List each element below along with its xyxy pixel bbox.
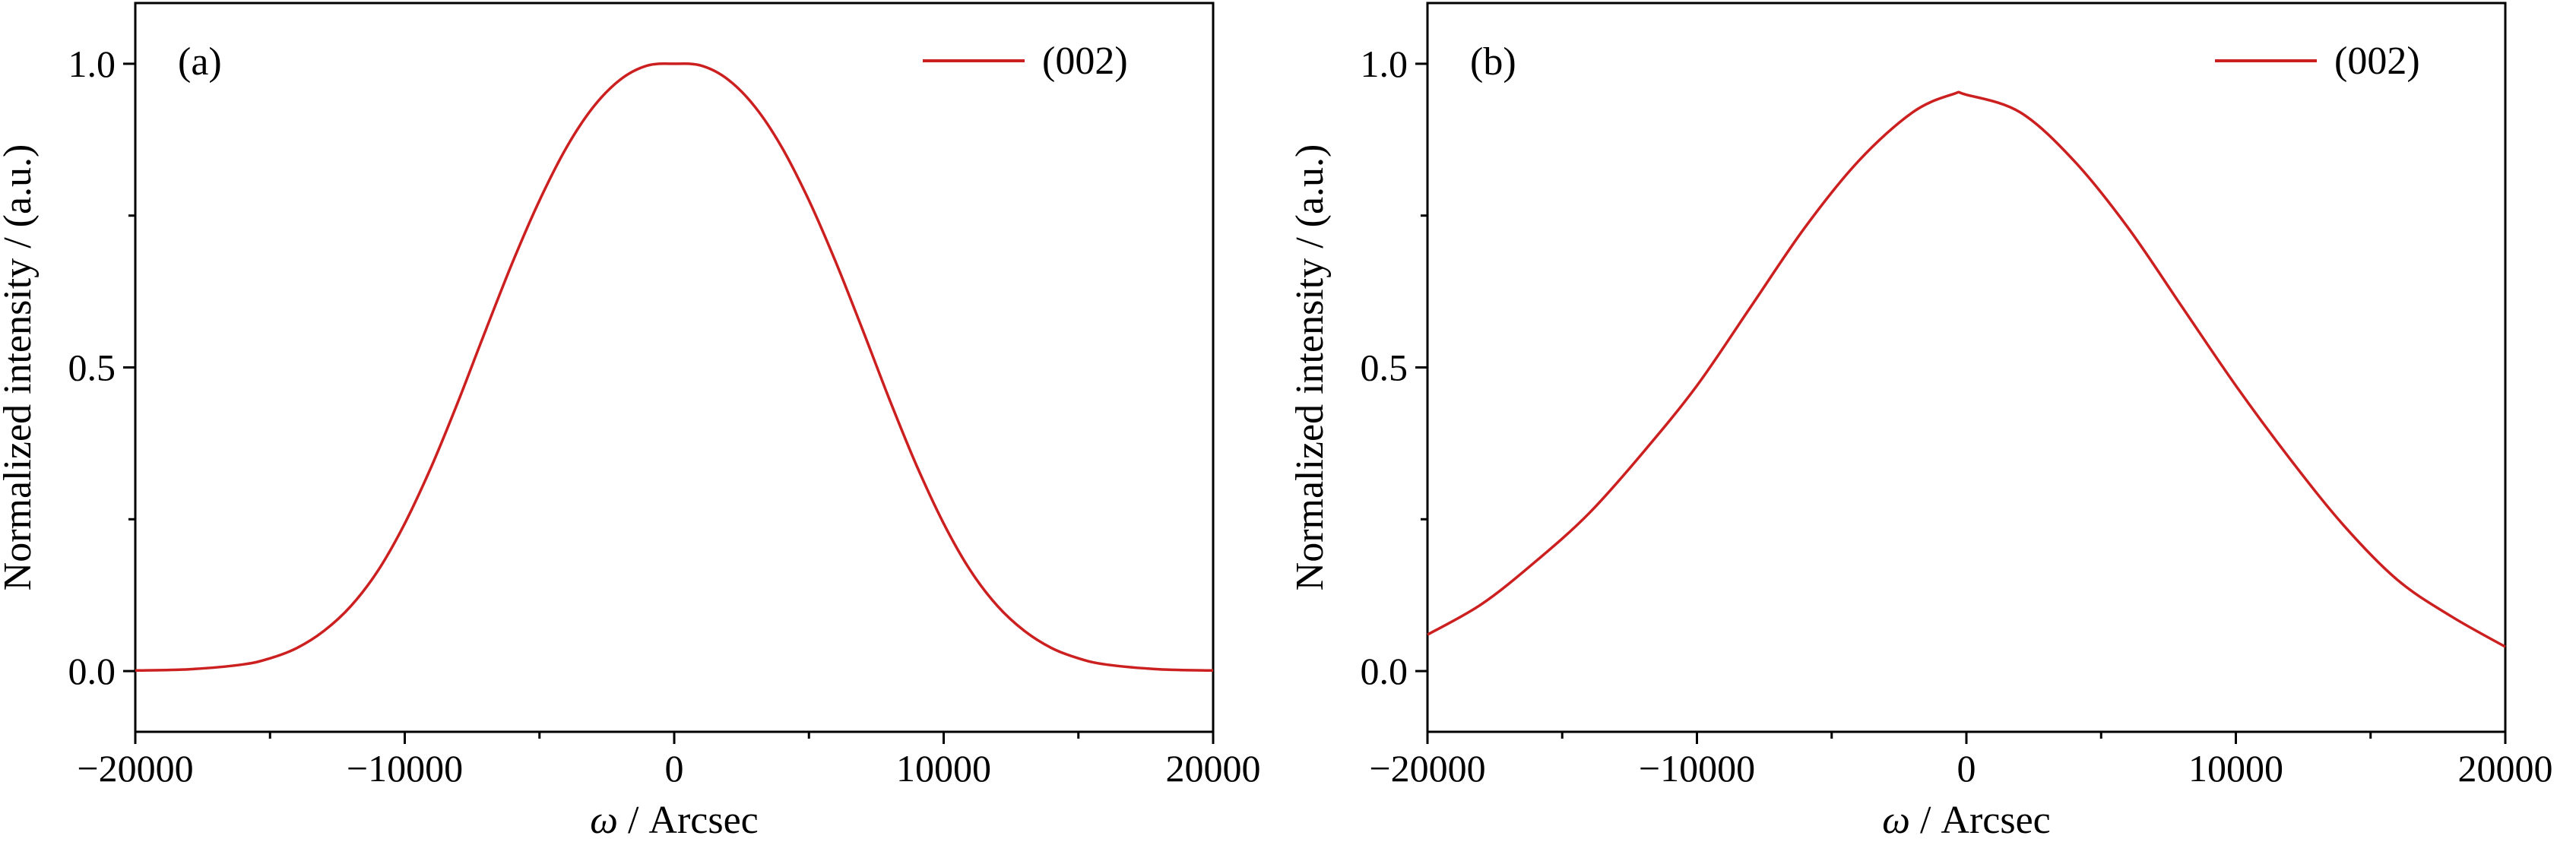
y-tick-label: 0.5 bbox=[1361, 347, 1408, 389]
x-tick-label: 0 bbox=[665, 747, 684, 790]
x-tick-label: −20000 bbox=[77, 747, 193, 790]
legend-label-002: (002) bbox=[2334, 40, 2420, 83]
series-line-002 bbox=[1427, 90, 2506, 648]
x-axis-title-unit: / Arcsec bbox=[618, 799, 759, 842]
legend-label-002: (002) bbox=[1042, 40, 1128, 83]
y-tick-label: 0.0 bbox=[1361, 650, 1408, 692]
y-tick-label: 1.0 bbox=[1361, 43, 1408, 85]
x-tick-label: 0 bbox=[1957, 747, 1976, 790]
chart-panel-b: −20000 −10000 0 10000 20000 0.0 0.5 1.0 (b) (00… bbox=[1288, 2, 2553, 842]
chart-panel-a: −20000 −10000 0 10000 20000 0.0 0.5 1.0 (a) (00… bbox=[0, 2, 1261, 842]
x-tick-label: 20000 bbox=[2458, 747, 2553, 790]
x-tick-label: 10000 bbox=[2188, 747, 2283, 790]
legend: (002) bbox=[2215, 40, 2420, 83]
y-axis-title: Normalized intensity / (a.u.) bbox=[1288, 144, 1332, 591]
chart-marks: −20000 −10000 0 10000 20000 0.0 0.5 1.0 bbox=[68, 43, 1261, 790]
x-axis-title: ω / Arcsec bbox=[590, 799, 759, 842]
panel-label: (b) bbox=[1470, 40, 1516, 84]
y-tick-label: 0.5 bbox=[68, 347, 116, 389]
x-tick-label: −20000 bbox=[1369, 747, 1485, 790]
x-tick-label: −10000 bbox=[347, 747, 463, 790]
series-line-002 bbox=[135, 62, 1214, 673]
x-axis-title-unit: / Arcsec bbox=[1910, 799, 2051, 842]
x-tick-label: 20000 bbox=[1166, 747, 1261, 790]
chart-marks: −20000 −10000 0 10000 20000 0.0 0.5 1.0 bbox=[1361, 43, 2553, 790]
legend: (002) bbox=[923, 40, 1128, 83]
x-axis-title: ω / Arcsec bbox=[1882, 799, 2051, 842]
plot-frame bbox=[134, 2, 1215, 733]
y-tick-label: 0.0 bbox=[68, 650, 116, 692]
x-axis-title-symbol: ω bbox=[590, 799, 618, 842]
plot-frame bbox=[1426, 2, 2507, 733]
x-axis-title-symbol: ω bbox=[1882, 799, 1910, 842]
panel-label: (a) bbox=[178, 40, 222, 84]
x-tick-label: 10000 bbox=[896, 747, 991, 790]
x-tick-label: −10000 bbox=[1639, 747, 1755, 790]
y-tick-label: 1.0 bbox=[68, 43, 116, 85]
y-axis-title: Normalized intensity / (a.u.) bbox=[0, 144, 40, 591]
